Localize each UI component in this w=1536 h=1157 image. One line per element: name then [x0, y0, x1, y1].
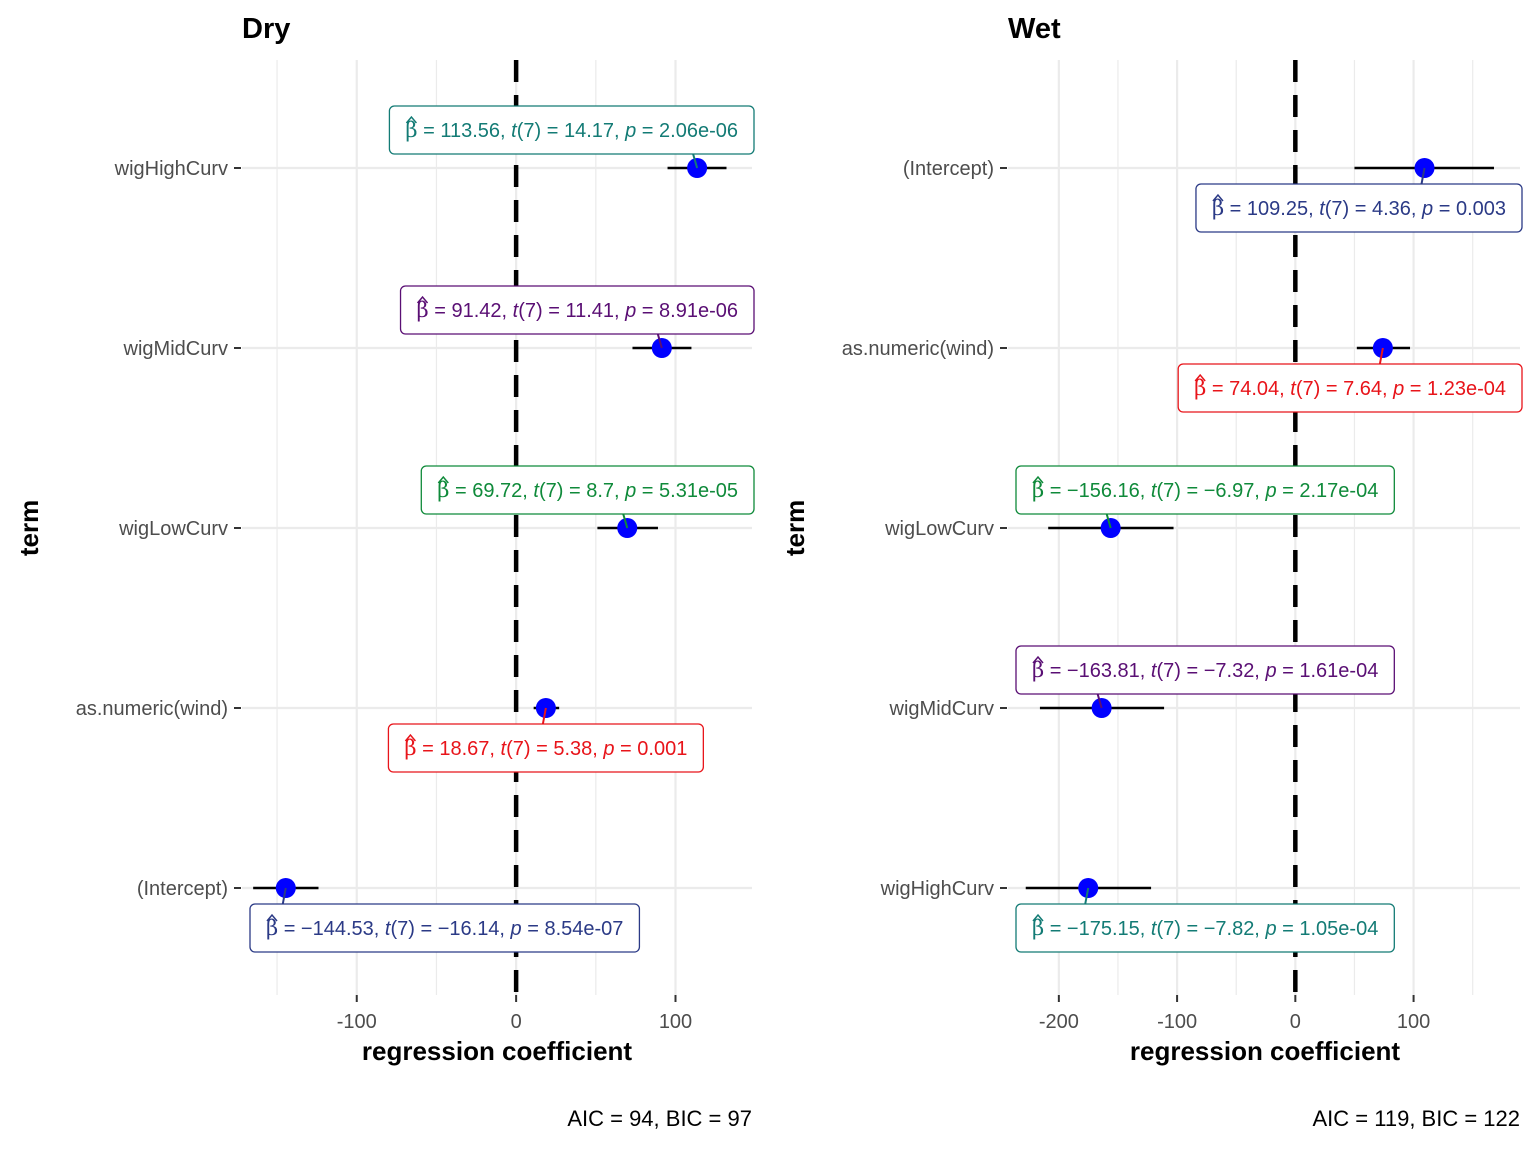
beta-hat-mark [1032, 913, 1044, 922]
x-tick-label: -100 [1157, 1011, 1197, 1033]
stat-label-text: β = 113.56, t(7) = 14.17, p = 2.06e-06 [405, 118, 738, 142]
stat-label-box [249, 903, 641, 953]
x-axis-label: regression coefficient [362, 1036, 633, 1066]
y-ticks: (Intercept) as.numeric(wind) wigLowCurv wig… [842, 158, 1007, 900]
stat-label-text: β = 109.25, t(7) = 4.36, p = 0.003 [1212, 196, 1506, 220]
x-tick-label: 100 [1397, 1011, 1430, 1033]
points [275, 158, 708, 898]
stat-label-text: β = 74.04, t(7) = 7.64, p = 1.23e-04 [1194, 376, 1506, 400]
label-connector [692, 153, 699, 169]
x-tick-label: -100 [337, 1011, 377, 1033]
stat-label-text: β = −163.81, t(7) = −7.32, p = 1.61e-04 [1032, 658, 1378, 682]
x-tick-label: 0 [511, 1011, 522, 1033]
x-ticks: -100 0 100 [337, 995, 692, 1033]
y-tick-label: wigLowCurv [884, 518, 994, 540]
stat-label-box [388, 105, 755, 155]
y-tick-label: wigMidCurv [123, 338, 228, 360]
beta-hat-mark [266, 913, 278, 922]
y-ticks: wigHighCurv wigMidCurv wigLowCurv as.numeri… [76, 158, 241, 900]
stat-label-box [1015, 903, 1395, 953]
stat-label-box [1015, 645, 1395, 695]
beta-hat-mark [1032, 475, 1044, 484]
stat-label-box [1015, 465, 1395, 515]
x-tick-label: 100 [659, 1011, 692, 1033]
stat-label-text: β = −156.16, t(7) = −6.97, p = 2.17e-04 [1032, 478, 1378, 502]
panel-wet: β = 109.25, t(7) = 4.36, p = 0.003 β = 74… [780, 13, 1523, 1131]
model-caption: AIC = 94, BIC = 97 [567, 1106, 752, 1131]
beta-hat-mark [1032, 655, 1044, 664]
stat-label-box [1195, 183, 1523, 233]
label-connector [622, 513, 629, 529]
stat-label-text: β = −175.15, t(7) = −7.82, p = 1.05e-04 [1032, 916, 1378, 940]
beta-hat-mark [405, 115, 417, 124]
y-tick-label: wigLowCurv [118, 518, 228, 540]
stat-label-text: β = 91.42, t(7) = 11.41, p = 8.91e-06 [417, 298, 738, 322]
y-tick-label: as.numeric(wind) [842, 338, 994, 360]
y-tick-label: wigHighCurv [114, 158, 228, 180]
panel-title: Wet [1008, 13, 1061, 45]
stat-label-text: β = 18.67, t(7) = 5.38, p = 0.001 [404, 736, 687, 760]
stat-label-box [399, 285, 755, 335]
x-ticks: -200 -100 0 100 [1039, 995, 1430, 1033]
panel-dry: β = 113.56, t(7) = 14.17, p = 2.06e-06 β … [14, 13, 755, 1131]
stat-label-box [420, 465, 755, 515]
grid-lines [242, 60, 752, 995]
beta-hat-mark [416, 295, 429, 304]
beta-hat-mark [404, 733, 416, 742]
y-axis-label: term [780, 500, 810, 556]
x-axis-label: regression coefficient [1130, 1036, 1401, 1066]
stat-label-box [1177, 363, 1523, 413]
model-caption: AIC = 119, BIC = 122 [1313, 1106, 1521, 1131]
y-tick-label: (Intercept) [137, 878, 228, 900]
stat-label-box [387, 723, 704, 773]
label-connector [656, 333, 663, 349]
stat-labels: β = 113.56, t(7) = 14.17, p = 2.06e-06 β … [249, 105, 755, 953]
x-tick-label: -200 [1039, 1011, 1079, 1033]
stat-labels: β = 109.25, t(7) = 4.36, p = 0.003 β = 74… [1015, 167, 1523, 953]
beta-hat-mark [1194, 373, 1206, 382]
y-tick-label: (Intercept) [903, 158, 994, 180]
y-axis-label: term [14, 500, 44, 556]
y-tick-label: wigHighCurv [880, 878, 994, 900]
stat-label-text: β = 69.72, t(7) = 8.7, p = 5.31e-05 [437, 478, 738, 502]
beta-hat-mark [437, 475, 449, 484]
label-connector [1105, 513, 1112, 529]
label-connector [281, 887, 287, 905]
beta-hat-mark [1212, 193, 1224, 202]
x-tick-label: 0 [1290, 1011, 1301, 1033]
y-tick-label: wigMidCurv [889, 698, 994, 720]
y-tick-label: as.numeric(wind) [76, 698, 228, 720]
label-connector [1084, 887, 1090, 905]
label-connector [1378, 347, 1384, 365]
panel-title: Dry [242, 13, 290, 45]
label-connector [1096, 693, 1103, 709]
label-connector [1420, 167, 1426, 185]
label-connector [541, 707, 547, 725]
stat-label-text: β = −144.53, t(7) = −16.14, p = 8.54e-07 [266, 916, 623, 940]
